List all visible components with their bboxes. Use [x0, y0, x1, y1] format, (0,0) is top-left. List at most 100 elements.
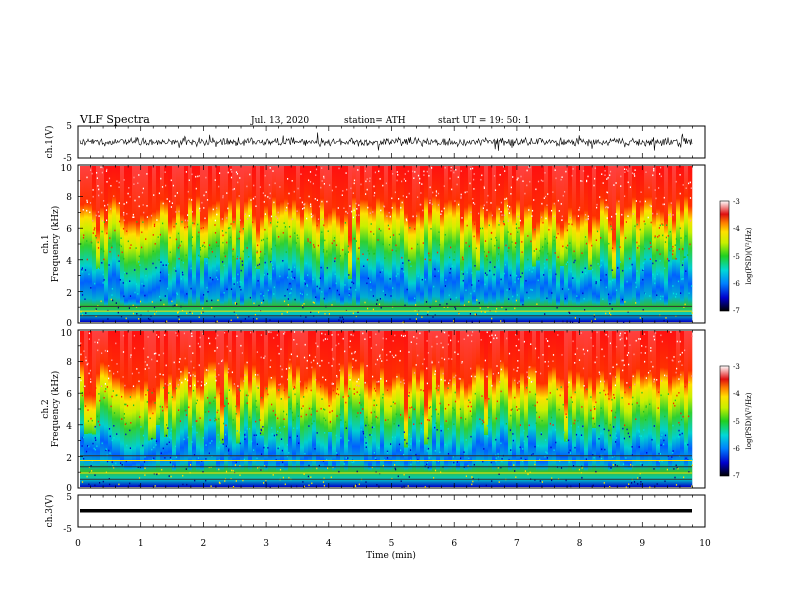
ch2-spec-speckle	[358, 483, 360, 486]
ch1-freq-tick-6: 6	[66, 225, 72, 235]
ch2-spec-speckle	[280, 398, 282, 400]
ch1-spec-speckle	[639, 228, 641, 231]
ch1-spec-speckle	[320, 186, 322, 189]
ch2-spec-speckle	[80, 353, 82, 356]
ch2-spec-speckle	[270, 331, 272, 334]
ch1-spec-speckle	[123, 295, 125, 298]
ch1-spec-column	[100, 166, 105, 322]
ch2-spec-speckle	[118, 483, 120, 486]
ch1-spec-speckle	[530, 240, 532, 243]
ch1-spec-speckle	[190, 267, 192, 270]
ch1-spec-speckle	[167, 287, 169, 290]
ch2-spec-speckle	[88, 445, 90, 448]
ch2-spec-speckle	[336, 392, 338, 395]
ch2-spec-speckle	[196, 431, 198, 434]
ch1-spec-speckle	[232, 277, 234, 280]
ch1-spec-speckle	[565, 246, 567, 249]
ch1-spec-speckle	[160, 261, 162, 263]
ch1-spec-speckle	[174, 195, 176, 197]
ch1-spec-speckle	[120, 237, 122, 239]
ch2-spec-speckle	[681, 432, 683, 435]
ch1-spec-column	[620, 166, 625, 322]
ch2-spec-speckle	[184, 378, 186, 380]
ch2-spec-speckle	[400, 334, 403, 337]
ch1-spec-speckle	[133, 183, 135, 185]
ch2-spec-speckle	[400, 449, 402, 451]
ch1-spec-speckle	[260, 250, 262, 253]
ch2-spec-speckle	[115, 394, 117, 397]
ch1-spec-column	[624, 166, 629, 322]
ch1-spec-speckle	[685, 270, 687, 272]
ch1-spec-speckle	[236, 303, 238, 305]
ch1-spec-speckle	[323, 297, 325, 300]
ch1-spec-speckle	[246, 185, 248, 188]
ch2-spec-speckle	[524, 470, 526, 472]
ch2-spec-speckle	[343, 463, 345, 465]
ch1-spec-speckle	[313, 246, 315, 248]
ch1-spec-speckle	[606, 206, 608, 208]
ch2-spec-speckle	[435, 387, 437, 390]
ch2-spec-speckle	[691, 464, 693, 467]
ch2-spec-speckle	[97, 420, 99, 423]
ch2-spec-speckle	[115, 462, 117, 465]
ch2-spec-column	[424, 331, 429, 487]
ch1-spec-column	[276, 166, 281, 322]
ch1-spec-column	[580, 166, 585, 322]
ch1-spec-speckle	[602, 182, 604, 184]
ch1-spec-speckle	[557, 232, 559, 235]
ch2-spec-speckle	[534, 479, 536, 481]
ch1-spec-speckle	[680, 237, 682, 239]
ch1-spec-speckle	[675, 293, 677, 295]
ch1-spec-speckle	[355, 289, 357, 291]
ch2-spec-speckle	[189, 345, 191, 347]
ch1-spec-speckle	[661, 223, 663, 225]
ch2-spec-speckle	[123, 417, 125, 419]
ch1-spec-speckle	[331, 189, 333, 192]
ch1-spec-speckle	[533, 199, 535, 201]
ch2-spec-speckle	[111, 439, 113, 442]
ch1-spec-speckle	[400, 206, 402, 209]
ch1-spec-column	[224, 166, 229, 322]
ch2-spec-speckle	[488, 398, 490, 400]
ch2-spec-speckle	[416, 337, 418, 339]
ch1-spec-speckle	[305, 262, 307, 265]
ch2-spec-speckle	[454, 400, 457, 403]
ch2-spec-speckle	[616, 363, 618, 366]
ch2-spec-speckle	[378, 447, 380, 449]
ch1-spec-speckle	[500, 320, 502, 322]
ch2-spec-speckle	[165, 434, 167, 437]
ch2-spec-speckle	[540, 433, 542, 436]
ch1-spec-speckle	[585, 242, 588, 245]
ch2-spec-speckle	[404, 334, 406, 337]
ch1-spec-speckle	[181, 259, 183, 261]
ch2-spec-speckle	[207, 397, 209, 399]
ch2-spec-speckle	[342, 396, 344, 398]
ch2-spec-speckle	[472, 331, 474, 333]
ch1-spec-speckle	[566, 229, 568, 232]
ch1-spec-speckle	[512, 295, 514, 298]
ch1-spec-speckle	[306, 285, 308, 287]
ch2-spec-speckle	[349, 387, 351, 390]
ch1-spec-speckle	[166, 320, 168, 323]
ch2-spec-speckle	[236, 335, 238, 337]
ch2-spec-speckle	[311, 366, 313, 369]
ch2-spec-speckle	[520, 457, 522, 459]
ch2-spec-speckle	[379, 355, 381, 358]
ch1-spec-speckle	[593, 315, 595, 318]
ch2-spec-speckle	[264, 444, 266, 447]
ch2-spec-speckle	[622, 463, 625, 465]
ch2-spec-column	[224, 331, 229, 487]
ch1-spec-speckle	[369, 180, 371, 182]
ch1-spec-speckle	[119, 220, 121, 223]
ch1-freq-tick-2: 2	[66, 289, 72, 299]
ch2-spec-speckle	[158, 417, 160, 420]
ch2-spec-speckle	[305, 413, 307, 416]
ch1-spec-speckle	[396, 171, 398, 173]
ch2-spec-speckle	[236, 395, 238, 397]
ch1-spec-speckle	[428, 255, 430, 257]
ch1-spec-speckle	[81, 270, 83, 273]
ch1-spec-speckle	[413, 177, 415, 179]
ch1-spec-column	[220, 166, 225, 322]
ch2-spec-speckle	[153, 446, 155, 449]
ch2-spec-speckle	[290, 353, 292, 356]
